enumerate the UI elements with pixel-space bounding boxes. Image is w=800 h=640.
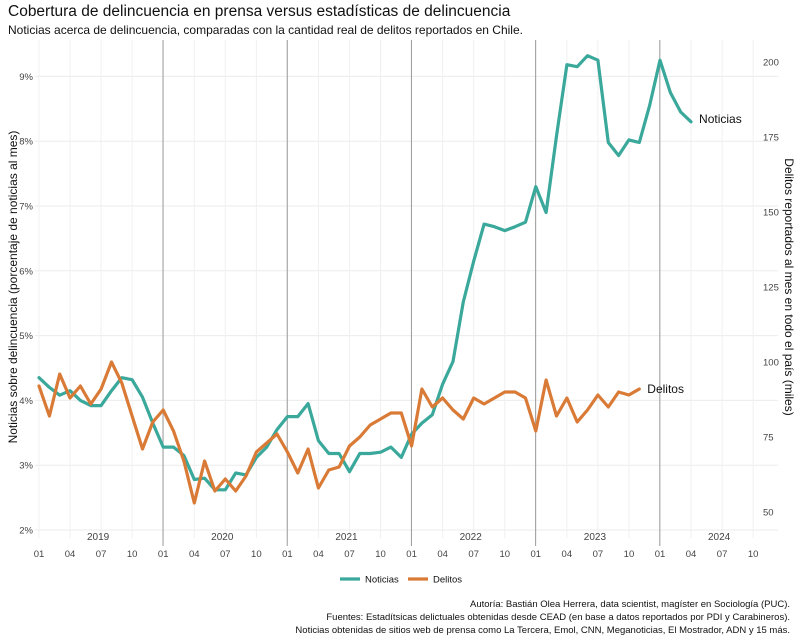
y-tick-right: 125 [763, 283, 779, 294]
year-label: 2024 [708, 532, 731, 543]
series-line-delitos [37, 360, 641, 505]
series-end-label-delitos: Delitos [647, 382, 684, 396]
legend-label-delitos: Delitos [433, 575, 462, 586]
series-line-noticias [37, 54, 693, 492]
y-tick-left: 7% [19, 202, 33, 213]
x-tick-label: 10 [375, 549, 386, 560]
y-axis-title-left: Noticias sobre delincuencia (porcentaje … [6, 131, 20, 444]
line-chart: 2% 3% 4% 5% 6% 7% 8% 9% 50 75 100 125 150 175 200 01 04 0… [6, 40, 796, 586]
x-tick-label: 01 [531, 549, 542, 560]
x-tick-label: 07 [96, 549, 107, 560]
y-tick-right: 175 [763, 133, 779, 144]
tick-labels: 2% 3% 4% 5% 6% 7% 8% 9% 50 75 100 125 150 175 200 01 04 0… [19, 58, 779, 561]
x-tick-label: 10 [251, 549, 262, 560]
annotations: Noticias Delitos Noticias sobre delincuenc… [6, 112, 796, 444]
credits: Autoría: Bastián Olea Herrera, data scie… [230, 598, 790, 637]
year-label: 2022 [460, 532, 483, 543]
gridlines [35, 40, 778, 538]
y-tick-right: 200 [763, 58, 779, 69]
x-tick-label: 07 [344, 549, 355, 560]
y-tick-right: 100 [763, 358, 779, 369]
series-end-label-noticias: Noticias [699, 112, 742, 126]
x-tick-label: 10 [624, 549, 635, 560]
y-tick-left: 8% [19, 137, 33, 148]
series-lines [37, 54, 693, 505]
x-tick-label: 10 [748, 549, 759, 560]
x-tick-label: 01 [158, 549, 169, 560]
credit-sources: Fuentes: Estadítsicas delictuales obteni… [326, 612, 790, 623]
x-tick-label: 07 [468, 549, 479, 560]
year-label: 2020 [211, 532, 234, 543]
y-tick-right: 150 [763, 208, 779, 219]
y-tick-right: 50 [763, 508, 774, 519]
x-tick-label: 01 [282, 549, 293, 560]
y-tick-left: 6% [19, 266, 33, 277]
x-tick-label: 07 [717, 549, 728, 560]
x-tick-label: 04 [65, 549, 76, 560]
y-axis-title-right: Delitos reportados al mes en todo el paí… [782, 158, 796, 415]
y-tick-left: 2% [19, 526, 33, 537]
year-label: 2021 [335, 532, 358, 543]
year-dividers [162, 40, 661, 546]
y-tick-left: 4% [19, 396, 33, 407]
x-tick-label: 01 [406, 549, 417, 560]
y-tick-left: 3% [19, 461, 33, 472]
y-tick-left: 5% [19, 331, 33, 342]
x-tick-label: 04 [562, 549, 573, 560]
chart-title: Cobertura de delincuencia en prensa vers… [8, 3, 511, 20]
y-tick-right: 75 [763, 433, 774, 444]
x-tick-label: 04 [313, 549, 324, 560]
x-tick-label: 07 [220, 549, 231, 560]
x-tick-label: 10 [499, 549, 510, 560]
legend: Noticias Delitos [340, 575, 462, 586]
x-tick-label: 10 [127, 549, 138, 560]
x-tick-label: 04 [686, 549, 697, 560]
year-label: 2023 [584, 532, 607, 543]
x-tick-label: 07 [593, 549, 604, 560]
legend-label-noticias: Noticias [365, 575, 399, 586]
credit-news: Noticias obtenidas de sitios web de pren… [295, 625, 790, 636]
chart-subtitle: Noticias acerca de delincuencia, compara… [8, 23, 523, 37]
x-tick-label: 04 [437, 549, 448, 560]
x-tick-label: 04 [189, 549, 200, 560]
x-tick-label: 01 [34, 549, 45, 560]
year-label: 2019 [87, 532, 110, 543]
x-tick-label: 01 [655, 549, 666, 560]
y-tick-left: 9% [19, 72, 33, 83]
credit-author: Autoría: Bastián Olea Herrera, data scie… [470, 599, 790, 610]
